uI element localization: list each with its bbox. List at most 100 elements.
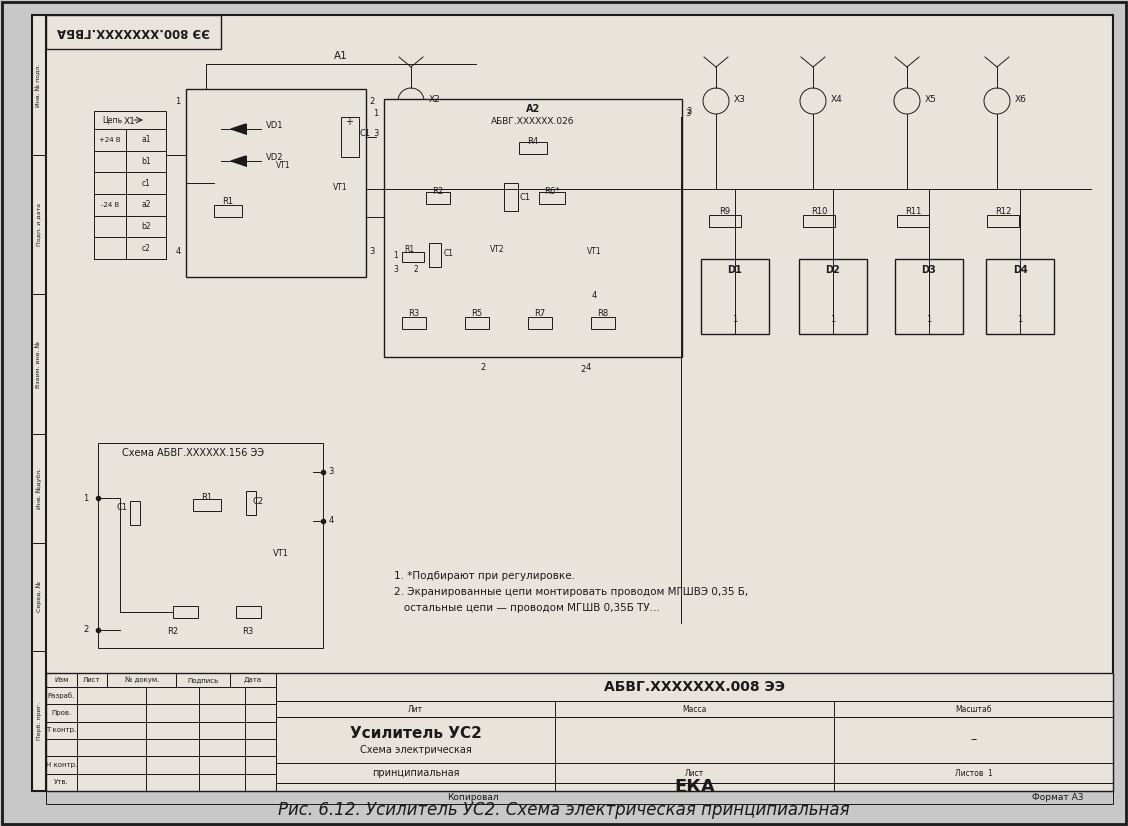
Text: R12: R12: [995, 206, 1011, 216]
Bar: [173, 606, 199, 618]
Text: R6*: R6*: [544, 187, 559, 196]
Text: C1: C1: [444, 249, 453, 259]
Bar: [895, 259, 963, 334]
Text: R9: R9: [720, 206, 731, 216]
Bar: [276, 701, 1113, 717]
Text: 3: 3: [686, 107, 691, 116]
Bar: [32, 652, 46, 791]
Text: Серед. №: Серед. №: [36, 582, 42, 613]
Text: X5: X5: [925, 94, 937, 103]
Text: Листов  1: Листов 1: [954, 768, 993, 777]
Text: D4: D4: [1013, 265, 1028, 275]
Text: 4: 4: [585, 363, 591, 372]
Bar: [426, 192, 450, 204]
Text: 3: 3: [373, 130, 379, 139]
Text: Утв.: Утв.: [54, 780, 69, 786]
Bar: [107, 673, 176, 687]
Bar: [700, 259, 769, 334]
Text: C1: C1: [360, 130, 371, 139]
Bar: [32, 434, 46, 543]
Text: 3: 3: [394, 264, 398, 273]
Text: 1: 1: [373, 110, 379, 118]
Text: VT2: VT2: [490, 244, 504, 254]
Bar: [384, 99, 682, 357]
Text: Масштаб: Масштаб: [955, 705, 992, 714]
Text: Пров.: Пров.: [51, 710, 71, 716]
Text: 2: 2: [83, 625, 89, 634]
Text: R1: R1: [202, 492, 212, 501]
Text: 1: 1: [732, 316, 738, 325]
Bar: [46, 739, 276, 757]
Text: ЕКА: ЕКА: [675, 778, 715, 796]
Text: Копировал: Копировал: [447, 793, 499, 802]
Bar: [402, 252, 424, 262]
Text: R3: R3: [408, 310, 420, 319]
Text: Схема электрическая: Схема электрическая: [360, 745, 472, 755]
Bar: [32, 15, 46, 154]
Bar: [130, 501, 140, 525]
Bar: [98, 443, 323, 648]
Text: АБВГ.XXXXXX.026: АБВГ.XXXXXX.026: [492, 116, 575, 126]
Text: c1: c1: [142, 178, 151, 188]
Bar: [528, 317, 552, 329]
Text: 1: 1: [394, 250, 398, 259]
Text: 2: 2: [481, 363, 486, 372]
Bar: [193, 499, 221, 511]
Text: X6: X6: [1015, 94, 1026, 103]
Text: 1: 1: [83, 494, 89, 503]
Text: R2: R2: [432, 187, 443, 196]
Bar: [276, 763, 1113, 783]
Bar: [46, 673, 1113, 791]
Text: VT1: VT1: [333, 183, 347, 192]
Text: -24 В: -24 В: [102, 202, 120, 208]
Bar: [230, 673, 276, 687]
Bar: [246, 491, 256, 515]
Polygon shape: [231, 156, 246, 166]
Bar: [32, 294, 46, 434]
Text: VD1: VD1: [266, 121, 283, 131]
Text: R5: R5: [472, 310, 483, 319]
Text: А2: А2: [526, 104, 540, 114]
Bar: [465, 317, 490, 329]
Bar: [46, 15, 221, 49]
Text: а2: а2: [141, 201, 151, 209]
Text: 1: 1: [1017, 316, 1023, 325]
Text: 4: 4: [328, 516, 334, 525]
Text: 2: 2: [414, 264, 418, 273]
Text: Подпись: Подпись: [187, 677, 219, 683]
Text: X4: X4: [831, 94, 843, 103]
Text: 3: 3: [686, 110, 690, 118]
Text: Усилитель УС2: Усилитель УС2: [350, 725, 482, 741]
Text: VT1: VT1: [587, 248, 601, 257]
Text: 1: 1: [175, 97, 180, 106]
Text: –: –: [970, 733, 977, 747]
Text: 4: 4: [591, 291, 597, 300]
Text: Т контр.: Т контр.: [46, 728, 77, 733]
Text: R8: R8: [598, 310, 609, 319]
Bar: [176, 673, 230, 687]
Bar: [799, 259, 867, 334]
Text: A1: A1: [334, 51, 347, 61]
Text: R3: R3: [243, 626, 254, 635]
Text: Масса: Масса: [682, 705, 706, 714]
Bar: [276, 673, 1113, 701]
Text: +24 В: +24 В: [99, 137, 121, 143]
Text: D3: D3: [922, 265, 936, 275]
Bar: [46, 722, 276, 739]
Text: АБВГ.XXXXXXX.008 ЭЭ: АБВГ.XXXXXXX.008 ЭЭ: [603, 680, 785, 694]
Bar: [897, 215, 929, 227]
Bar: [186, 89, 365, 277]
Text: Лит: Лит: [408, 705, 423, 714]
Text: b1: b1: [141, 157, 151, 166]
Text: VT1: VT1: [275, 160, 290, 169]
Text: C1: C1: [520, 192, 531, 202]
Bar: [46, 757, 276, 774]
Bar: [803, 215, 835, 227]
Text: 2. Экранированные цепи монтировать проводом МГШВЭ 0,35 Б,: 2. Экранированные цепи монтировать прово…: [394, 587, 748, 597]
Text: 1: 1: [926, 316, 932, 325]
Text: R1: R1: [404, 244, 414, 254]
Text: 2: 2: [369, 97, 374, 106]
Bar: [94, 111, 166, 259]
Bar: [214, 205, 243, 217]
Bar: [46, 774, 276, 791]
